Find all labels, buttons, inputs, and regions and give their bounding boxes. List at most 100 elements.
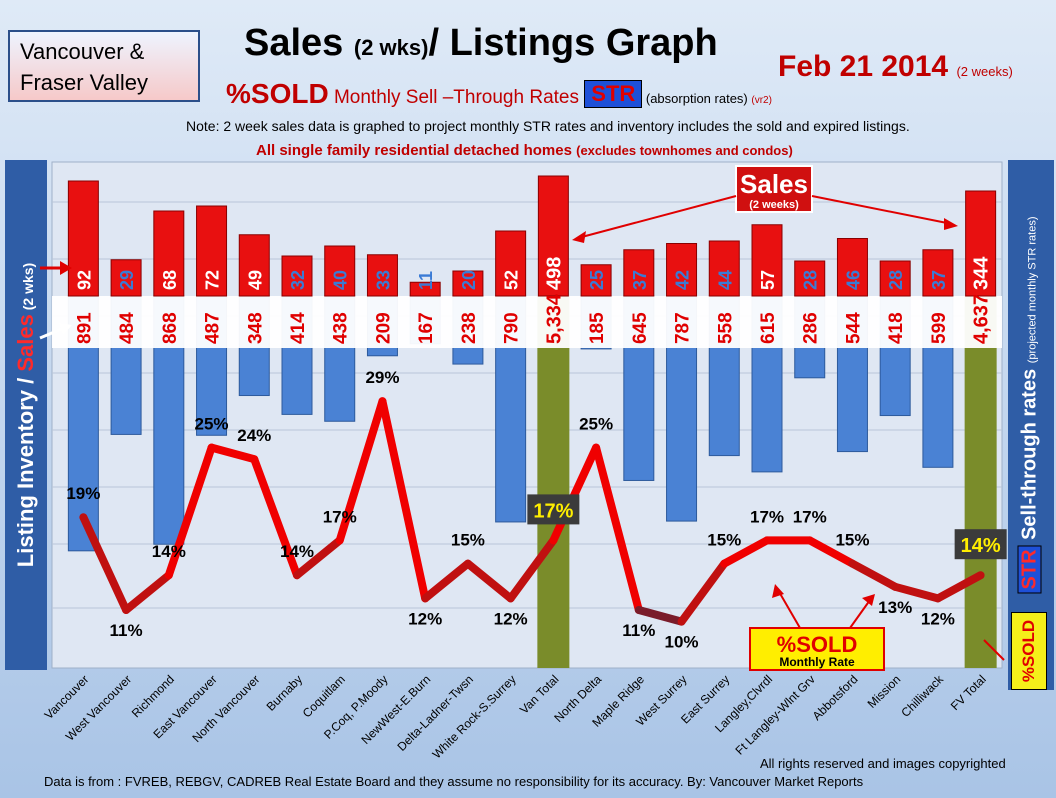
sales-value-label: 49 — [245, 270, 265, 290]
total-pct-box — [954, 529, 1007, 560]
category-label: Delta-Ladner-Twsn — [394, 672, 476, 754]
sales-bar — [409, 281, 441, 297]
listing-value-label: 209 — [373, 312, 394, 344]
subtitle-note: (absorption rates) — [642, 91, 752, 106]
sales-arrowhead-right — [944, 218, 958, 230]
sold-line-segment — [848, 559, 900, 591]
copyright-note: All rights reserved and images copyright… — [760, 756, 1006, 771]
sold-line-segment — [720, 536, 771, 568]
sold-pct-label: 15% — [707, 531, 741, 550]
subtitle: %SOLD Monthly Sell –Through Rates STR (a… — [226, 78, 772, 110]
page-title: Sales (2 wks)/ Listings Graph — [244, 22, 718, 65]
sales-value-label: 57 — [758, 270, 778, 290]
sales-bar — [922, 249, 954, 297]
sales-value-label: 25 — [587, 270, 607, 290]
listing-value-label: 790 — [502, 312, 523, 344]
sold-line-segment — [891, 582, 942, 603]
sold-pct-label: 29% — [365, 368, 399, 387]
sales-bar — [153, 210, 185, 297]
note2-main: All single family residential detached h… — [256, 142, 577, 159]
sold-arrowhead-left — [772, 584, 784, 598]
sold-pct-label: 17% — [323, 507, 357, 526]
sold-line-segment — [164, 443, 216, 580]
listing-value-label: 484 — [117, 312, 138, 344]
sales-arrowhead-left — [572, 231, 586, 243]
sales-bar — [324, 245, 356, 297]
sold-pct-label: 10% — [665, 633, 699, 652]
subtitle-version: (vr2) — [751, 95, 772, 106]
sales-value-label: 37 — [929, 270, 949, 290]
sold-callout-box — [749, 627, 885, 671]
sold-arrow-left — [777, 589, 801, 629]
sales-value-label: 72 — [203, 270, 223, 290]
category-label: FV Total — [948, 672, 989, 713]
sold-line-segment — [207, 443, 259, 464]
sold-line-segment — [293, 536, 344, 580]
sales-callout-title: Sales — [740, 169, 808, 199]
sales-value-label: 46 — [843, 270, 863, 290]
sales-value-label: 92 — [74, 270, 94, 290]
sales-bar — [281, 255, 313, 297]
sales-value-label: 29 — [117, 270, 137, 290]
sold-pct-label: 11% — [622, 621, 655, 640]
sold-callout-title: %SOLD — [777, 632, 858, 657]
sold-pct-label: 14% — [961, 535, 1001, 557]
listing-value-label: 615 — [758, 312, 779, 344]
category-label: Mission — [865, 672, 904, 711]
sales-bar — [666, 243, 698, 297]
sales-bar — [879, 260, 911, 297]
sold-pct-label: 14% — [280, 542, 314, 561]
sales-value-label: 52 — [502, 270, 522, 290]
sales-arrow-left — [577, 195, 737, 239]
listing-value-label: 4,637 — [971, 294, 993, 344]
source-note: Data is from : FVREB, REBGV, CADREB Real… — [44, 774, 864, 789]
right-sold-arrow — [983, 639, 1005, 661]
listing-value-label: 438 — [331, 312, 352, 344]
subtitle-sold: %SOLD — [226, 78, 329, 109]
sold-line-segment — [506, 536, 558, 603]
sold-pct-label: 11% — [110, 621, 143, 640]
sales-value-label: 40 — [331, 270, 351, 290]
note2-paren: (excludes townhomes and condos) — [576, 143, 793, 158]
sold-line-segment — [122, 571, 173, 614]
left-axis-panel — [5, 160, 47, 670]
region-line-1: Vancouver & — [20, 39, 145, 64]
sold-arrow-right — [849, 599, 871, 629]
sales-arrow-right — [811, 195, 953, 225]
listing-value-label: 544 — [843, 312, 864, 344]
sold-pct-label: 12% — [494, 609, 528, 628]
sold-pct-label: 17% — [793, 507, 827, 526]
date-main: Feb 21 2014 — [778, 50, 949, 83]
left-listing-arrowhead — [59, 323, 72, 335]
listing-value-label: 185 — [587, 312, 608, 344]
sales-value-label: 498 — [543, 257, 565, 290]
title-rest: / Listings Graph — [428, 22, 718, 64]
sold-pct-label: 17% — [533, 500, 573, 522]
category-label: Van Total — [517, 672, 562, 717]
sales-value-label: 344 — [971, 256, 993, 290]
sales-callout-box — [735, 165, 813, 213]
sales-value-label: 11 — [416, 271, 436, 290]
listing-value-label: 414 — [288, 312, 309, 344]
listing-value-label: 238 — [459, 312, 480, 344]
right-axis-panel — [1008, 160, 1054, 690]
total-column — [964, 296, 997, 668]
sold-pct-label: 24% — [237, 426, 271, 445]
total-column — [537, 296, 570, 668]
sales-bar — [366, 254, 398, 297]
listing-value-label: 5,334 — [543, 293, 565, 344]
category-label: Burnaby — [264, 672, 306, 714]
sales-bar — [495, 230, 527, 297]
sales-bar — [965, 190, 997, 297]
sales-bar — [452, 270, 484, 297]
sold-line-segment — [335, 397, 387, 545]
sold-line-segment — [634, 606, 686, 626]
listing-value-label: 868 — [160, 312, 181, 344]
sales-value-label: 33 — [373, 270, 393, 290]
listing-value-label: 487 — [203, 312, 224, 344]
sold-line-segment — [378, 397, 430, 603]
listing-value-label: 599 — [929, 312, 950, 344]
right-sold-tag: %SOLD — [1011, 612, 1047, 690]
sales-value-label: 44 — [715, 270, 735, 290]
